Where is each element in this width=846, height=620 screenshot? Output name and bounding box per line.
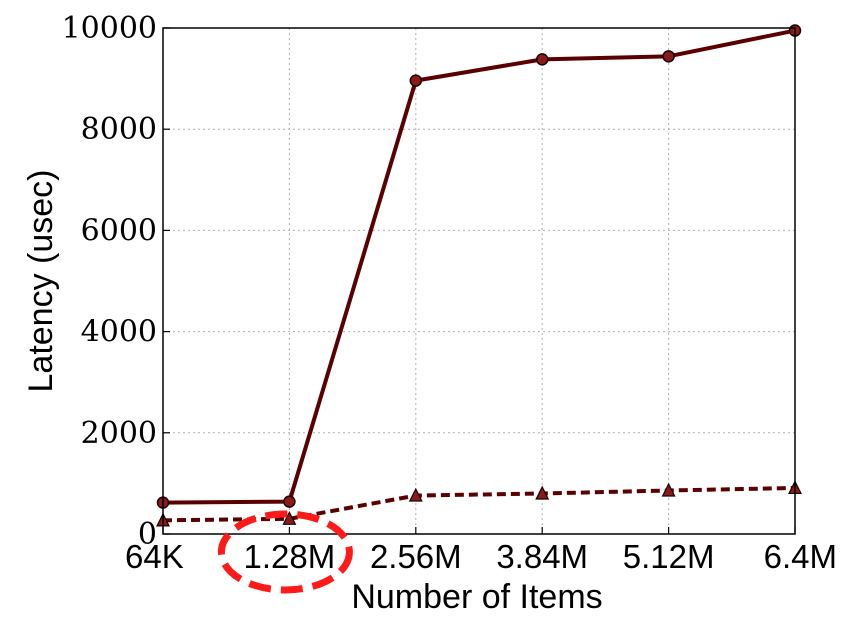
series-2-point <box>661 482 676 497</box>
series-layer <box>156 24 802 527</box>
y-tick-label: 0 <box>138 517 157 552</box>
x-tick-label: 2.56M <box>370 538 462 575</box>
x-tick-label: 5.12M <box>623 538 715 575</box>
series-2-point <box>535 485 550 500</box>
x-tick-label: 6.4M <box>764 538 837 575</box>
x-tick-labels: 64K 1.28M 2.56M 3.84M 5.12M 6.4M <box>125 527 837 575</box>
x-tick-label: 64K <box>125 538 184 575</box>
y-tick-label: 4000 <box>81 315 157 350</box>
x-axis-label: Number of Items <box>351 578 602 616</box>
grid-lines <box>163 28 795 534</box>
x-tick-label: 1.28M <box>244 538 336 575</box>
y-axis-label: Latency (usec) <box>22 170 60 393</box>
annotation-layer <box>217 510 353 594</box>
y-tick-labels: 0 2000 4000 6000 8000 10000 <box>62 11 170 552</box>
y-tick-label: 10000 <box>62 11 157 46</box>
series-1-point <box>409 74 423 87</box>
plot-frame <box>162 27 796 535</box>
series-line-1 <box>162 28 796 505</box>
y-tick-label: 6000 <box>81 213 157 248</box>
series-2-point <box>282 510 297 525</box>
highlight-ellipse <box>217 510 353 594</box>
y-tick-label: 8000 <box>81 112 157 147</box>
y-tick-label: 2000 <box>81 416 157 451</box>
series-1-point <box>283 495 296 508</box>
series-2-point <box>408 487 423 502</box>
series-1-point <box>662 50 675 63</box>
series-line-2 <box>162 485 796 523</box>
series-1-point <box>535 53 549 66</box>
x-tick-label: 3.84M <box>496 538 588 575</box>
